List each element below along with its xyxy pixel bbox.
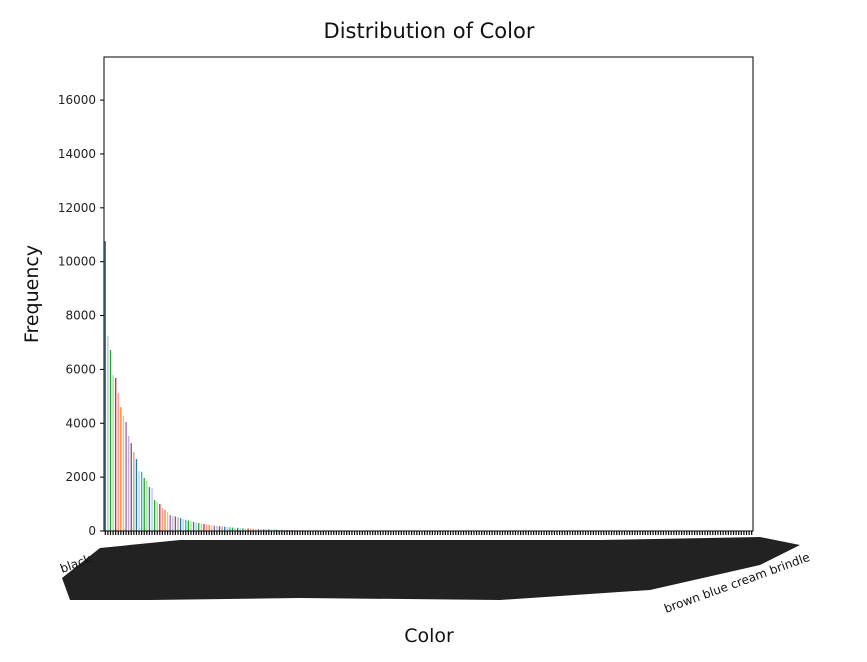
y-tick-label: 8000 [65,309,96,323]
bar [117,393,119,531]
x-axis-ticks [104,531,753,535]
bar [195,522,197,531]
bar [151,487,153,531]
y-tick-label: 12000 [58,201,96,215]
bar [182,518,184,531]
bar [242,528,244,531]
bar [281,529,283,531]
bar [283,529,286,531]
bar [265,529,267,531]
bar [172,515,174,531]
y-tick-label: 0 [88,524,96,538]
bar [156,501,158,531]
bar [260,529,262,531]
bar [104,241,106,532]
bar [211,525,213,531]
bar [177,517,179,531]
bar [218,526,221,531]
bar [146,480,148,531]
x-axis-label: Color [404,625,454,647]
plot-frame [103,56,754,532]
bar [198,522,200,531]
bar [125,421,127,531]
bar [190,521,192,531]
bar [224,526,226,531]
bar [112,375,114,531]
y-tick-label: 2000 [65,470,96,484]
bar [138,470,140,531]
bar [159,504,161,531]
bar [275,529,278,531]
bar [143,477,145,531]
bar [130,443,132,531]
bar [278,529,280,531]
bar [273,529,275,531]
bar [187,520,190,531]
bar [216,525,218,531]
bar [166,511,169,531]
bar [174,516,177,531]
bar [268,529,270,531]
bar [107,336,109,531]
bars [104,241,753,532]
bar [231,527,234,531]
bar [234,527,236,531]
bar [192,521,195,531]
bar [115,378,117,531]
y-tick-label: 4000 [65,416,96,430]
bar [140,471,143,531]
bar [229,527,231,531]
bar [255,528,257,531]
bar [252,528,254,531]
bar [120,407,122,531]
bar [239,528,241,531]
bar [135,459,138,531]
bar [128,435,130,531]
bar [270,529,273,531]
bar [226,526,228,531]
bar [250,528,252,531]
y-tick-label: 14000 [58,147,96,161]
y-tick-label: 10000 [58,255,96,269]
bar [164,509,166,531]
bar [203,523,205,531]
y-axis: 0 2000 4000 6000 8000 10000 12000 14000 16000 [58,93,104,538]
y-axis-label: Frequency [21,245,43,343]
bar [122,416,125,531]
chart-title: Distribution of Color [324,19,535,43]
bar [161,508,164,531]
y-tick-label: 6000 [65,362,96,376]
bar [153,500,156,531]
y-tick-label: 16000 [58,93,96,107]
bar [247,528,249,531]
bar [133,452,135,531]
bar [109,350,112,531]
bar [179,518,182,531]
bar [148,487,151,531]
bar [237,527,239,531]
bar [185,519,187,531]
bar [169,515,171,531]
bar [205,524,208,531]
bar [257,529,260,531]
bar [244,528,247,531]
bar [200,523,202,531]
x-tick-labels-overlap [62,537,800,600]
bar [213,525,215,531]
bar [208,524,210,531]
bar [263,529,265,531]
bar [221,526,223,531]
